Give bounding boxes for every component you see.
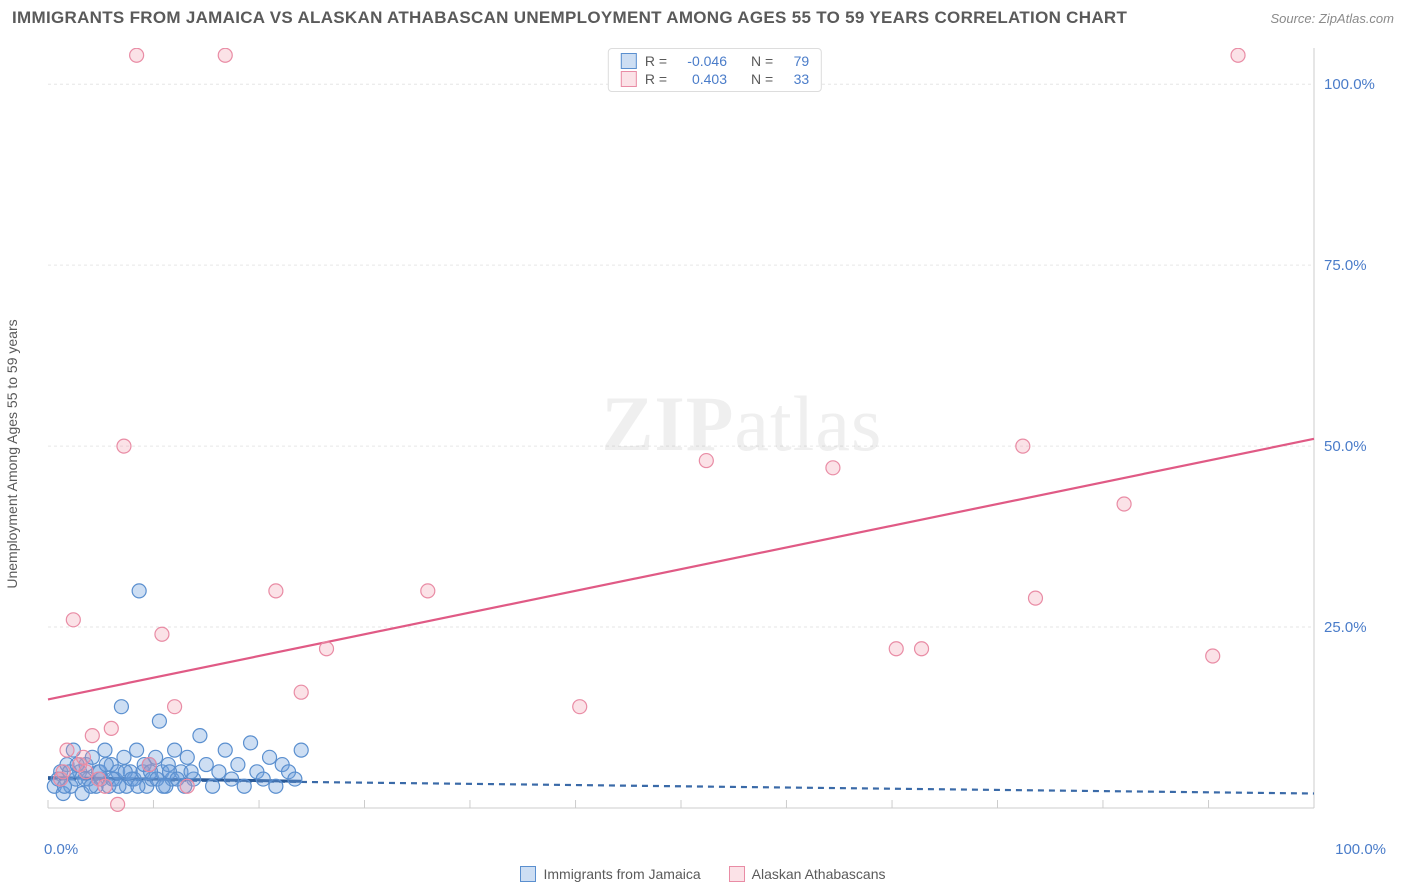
series-label-athabascan: Alaskan Athabascans (752, 866, 886, 882)
n-label: N = (751, 53, 773, 69)
legend-row-jamaica: R = -0.046 N = 79 (621, 52, 809, 70)
chart-source: Source: ZipAtlas.com (1270, 11, 1394, 26)
r-label: R = (645, 71, 667, 87)
source-name: ZipAtlas.com (1319, 11, 1394, 26)
svg-text:75.0%: 75.0% (1324, 257, 1367, 274)
r-label: R = (645, 53, 667, 69)
swatch-athabascan-icon (621, 71, 637, 87)
r-value-jamaica: -0.046 (675, 53, 727, 69)
x-axis-start-label: 0.0% (44, 841, 78, 858)
n-value-athabascan: 33 (781, 71, 809, 87)
series-legend: Immigrants from Jamaica Alaskan Athabasc… (0, 866, 1406, 882)
legend-item-jamaica: Immigrants from Jamaica (520, 866, 700, 882)
swatch-jamaica-icon (621, 53, 637, 69)
scatter-plot-svg: 25.0% 50.0% 75.0% 100.0% (44, 48, 1386, 832)
y-axis-label: Unemployment Among Ages 55 to 59 years (4, 319, 20, 588)
swatch-jamaica-icon (520, 866, 536, 882)
correlation-legend: R = -0.046 N = 79 R = 0.403 N = 33 (608, 48, 822, 92)
legend-item-athabascan: Alaskan Athabascans (729, 866, 886, 882)
series-label-jamaica: Immigrants from Jamaica (543, 866, 700, 882)
svg-text:100.0%: 100.0% (1324, 76, 1375, 93)
n-label: N = (751, 71, 773, 87)
n-value-jamaica: 79 (781, 53, 809, 69)
chart-title: IMMIGRANTS FROM JAMAICA VS ALASKAN ATHAB… (12, 8, 1127, 28)
chart-header: IMMIGRANTS FROM JAMAICA VS ALASKAN ATHAB… (12, 8, 1394, 28)
x-axis-end-label: 100.0% (1335, 841, 1386, 858)
svg-text:50.0%: 50.0% (1324, 438, 1367, 455)
chart-area: 25.0% 50.0% 75.0% 100.0% R = -0.046 N = 79 … (44, 48, 1386, 832)
legend-row-athabascan: R = 0.403 N = 33 (621, 70, 809, 88)
swatch-athabascan-icon (729, 866, 745, 882)
svg-text:25.0%: 25.0% (1324, 619, 1367, 636)
source-prefix: Source: (1270, 11, 1318, 26)
r-value-athabascan: 0.403 (675, 71, 727, 87)
